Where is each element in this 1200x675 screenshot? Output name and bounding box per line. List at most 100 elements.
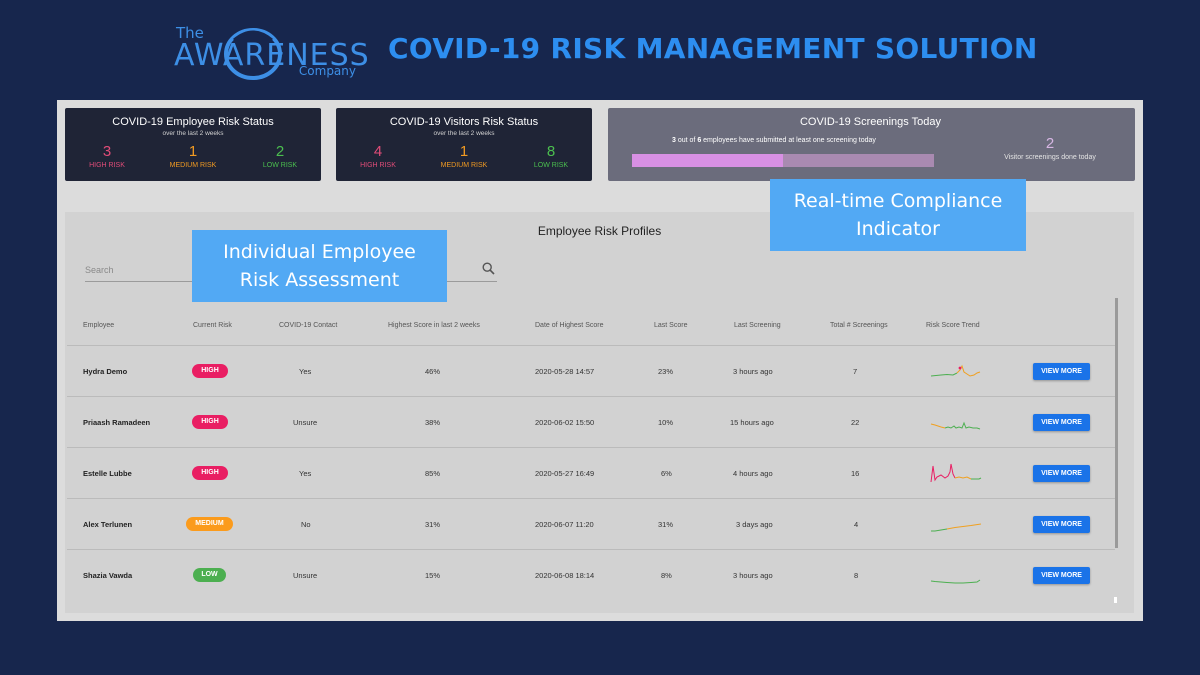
view-more-button[interactable]: VIEW MORE bbox=[1033, 465, 1090, 482]
table-row: Estelle Lubbe HIGH Yes 85% 2020-05-27 16… bbox=[65, 448, 1115, 499]
last-screening: 3 days ago bbox=[736, 520, 773, 529]
search-icon[interactable] bbox=[482, 262, 495, 280]
table-row: Priaash Ramadeen HIGH Unsure 38% 2020-06… bbox=[65, 397, 1115, 448]
table-row: Hydra Demo HIGH Yes 46% 2020-05-28 14:57… bbox=[65, 346, 1115, 397]
risk-trend-sparkline bbox=[931, 523, 982, 532]
screening-summary: 3 out of 6 employees have submitted at l… bbox=[672, 137, 876, 144]
employee-medium-risk-stat: 1 MEDIUM RISK bbox=[153, 143, 233, 169]
risk-badge: MEDIUM bbox=[186, 517, 233, 531]
stat-value: 1 bbox=[459, 143, 469, 160]
panel-title: Employee Risk Profiles bbox=[537, 224, 662, 238]
column-header-last-score[interactable]: Last Score bbox=[654, 322, 688, 329]
visitor-low-risk-stat: 8 LOW RISK bbox=[511, 143, 591, 169]
view-more-button[interactable]: VIEW MORE bbox=[1033, 516, 1090, 533]
stat-value: 4 bbox=[373, 143, 383, 160]
logo-awareness-text: AWARENESS bbox=[174, 38, 370, 73]
highest-score-date: 2020-05-27 16:49 bbox=[535, 469, 595, 478]
table-row: Shazia Vawda LOW Unsure 15% 2020-06-08 1… bbox=[65, 550, 1115, 601]
risk-trend-sparkline bbox=[930, 579, 981, 584]
card-title: COVID-19 Screenings Today bbox=[799, 116, 942, 128]
last-score: 31% bbox=[658, 520, 674, 529]
screening-progress-fill bbox=[632, 154, 783, 167]
risk-trend-sparkline bbox=[930, 364, 981, 377]
covid-contact: Yes bbox=[299, 469, 312, 478]
total-screenings: 4 bbox=[854, 520, 859, 529]
total-screenings: 16 bbox=[851, 469, 860, 478]
employee-name: Alex Terlunen bbox=[83, 520, 133, 529]
highest-score: 15% bbox=[425, 571, 441, 580]
total-screenings: 7 bbox=[853, 367, 858, 376]
card-subtitle: over the last 2 weeks bbox=[162, 130, 224, 137]
stat-label: HIGH RISK bbox=[89, 162, 125, 169]
highest-score: 38% bbox=[425, 418, 441, 427]
callout-line: Indicator bbox=[856, 218, 940, 240]
stat-value: 2 bbox=[275, 143, 285, 160]
last-screening: 4 hours ago bbox=[733, 469, 773, 478]
last-screening: 3 hours ago bbox=[733, 367, 773, 376]
highest-score-date: 2020-06-07 11:20 bbox=[535, 520, 594, 529]
column-header-date-highest[interactable]: Date of Highest Score bbox=[535, 322, 604, 329]
card-title: COVID-19 Employee Risk Status bbox=[112, 116, 274, 128]
total-screenings: 8 bbox=[854, 571, 859, 580]
employee-risk-status-card: COVID-19 Employee Risk Status over the l… bbox=[65, 108, 321, 181]
highest-score: 85% bbox=[425, 469, 441, 478]
view-more-button[interactable]: VIEW MORE bbox=[1033, 414, 1090, 431]
employee-high-risk-stat: 3 HIGH RISK bbox=[67, 143, 147, 169]
last-score: 6% bbox=[661, 469, 672, 478]
stat-label: HIGH RISK bbox=[360, 162, 396, 169]
employee-name: Hydra Demo bbox=[83, 367, 128, 376]
last-screening: 3 hours ago bbox=[733, 571, 773, 580]
employee-low-risk-stat: 2 LOW RISK bbox=[240, 143, 320, 169]
column-header-current-risk[interactable]: Current Risk bbox=[193, 322, 232, 329]
highest-score-date: 2020-06-08 18:14 bbox=[535, 571, 595, 580]
stat-label: MEDIUM RISK bbox=[440, 162, 488, 169]
column-header-employee[interactable]: Employee bbox=[83, 322, 115, 329]
last-score: 8% bbox=[661, 571, 672, 580]
last-screening: 15 hours ago bbox=[730, 418, 774, 427]
risk-badge: LOW bbox=[193, 568, 226, 582]
logo-ring-icon bbox=[224, 28, 282, 80]
screening-progress-bar bbox=[632, 154, 934, 167]
callout-line: Real-time Compliance bbox=[793, 190, 1003, 212]
dashboard-screenshot: COVID-19 Employee Risk Status over the l… bbox=[57, 100, 1143, 621]
column-header-risk-trend[interactable]: Risk Score Trend bbox=[926, 322, 980, 329]
column-header-covid-contact[interactable]: COVID-19 Contact bbox=[279, 322, 338, 329]
submitted-count: 3 bbox=[672, 137, 676, 144]
callout-line: Risk Assessment bbox=[239, 269, 400, 291]
callout-line: Individual Employee bbox=[223, 241, 416, 263]
visitor-medium-risk-stat: 1 MEDIUM RISK bbox=[424, 143, 504, 169]
summary-mid-text: out of bbox=[675, 137, 698, 144]
column-header-last-screening[interactable]: Last Screening bbox=[734, 322, 781, 329]
header-divider bbox=[67, 345, 1115, 346]
stat-value: 1 bbox=[188, 143, 198, 160]
stat-label: LOW RISK bbox=[262, 162, 298, 169]
compliance-indicator-callout: Real-time Compliance Indicator bbox=[770, 179, 1026, 251]
covid-contact: Unsure bbox=[293, 571, 318, 580]
risk-trend-sparkline bbox=[930, 463, 982, 483]
individual-assessment-callout: Individual Employee Risk Assessment bbox=[192, 230, 447, 302]
column-header-total-screenings[interactable]: Total # Screenings bbox=[830, 322, 888, 329]
row-divider bbox=[67, 447, 1115, 448]
scroll-handle[interactable] bbox=[1114, 597, 1117, 603]
logo-the-text: The bbox=[176, 24, 204, 42]
highest-score: 46% bbox=[425, 367, 441, 376]
view-more-button[interactable]: VIEW MORE bbox=[1033, 363, 1090, 380]
covid-contact: Unsure bbox=[293, 418, 318, 427]
visitor-screenings-count: 2 bbox=[1045, 135, 1055, 152]
summary-end-text: employees have submitted at least one sc… bbox=[701, 137, 876, 144]
view-more-button[interactable]: VIEW MORE bbox=[1033, 567, 1090, 584]
row-divider bbox=[67, 396, 1115, 397]
covid-contact: No bbox=[301, 520, 311, 529]
table-scrollbar[interactable] bbox=[1115, 298, 1118, 548]
employee-name: Shazia Vawda bbox=[83, 571, 133, 580]
risk-badge: HIGH bbox=[192, 466, 228, 480]
employee-name: Priaash Ramadeen bbox=[83, 418, 151, 427]
last-score: 23% bbox=[658, 367, 674, 376]
column-header-highest-score[interactable]: Highest Score in last 2 weeks bbox=[388, 322, 480, 329]
visitor-risk-status-card: COVID-19 Visitors Risk Status over the l… bbox=[336, 108, 592, 181]
screenings-today-card: COVID-19 Screenings Today 3 out of 6 emp… bbox=[608, 108, 1135, 181]
risk-badge: HIGH bbox=[192, 364, 228, 378]
row-divider bbox=[67, 549, 1115, 550]
logo-company-text: Company bbox=[298, 64, 356, 78]
stat-value: 8 bbox=[546, 143, 556, 160]
